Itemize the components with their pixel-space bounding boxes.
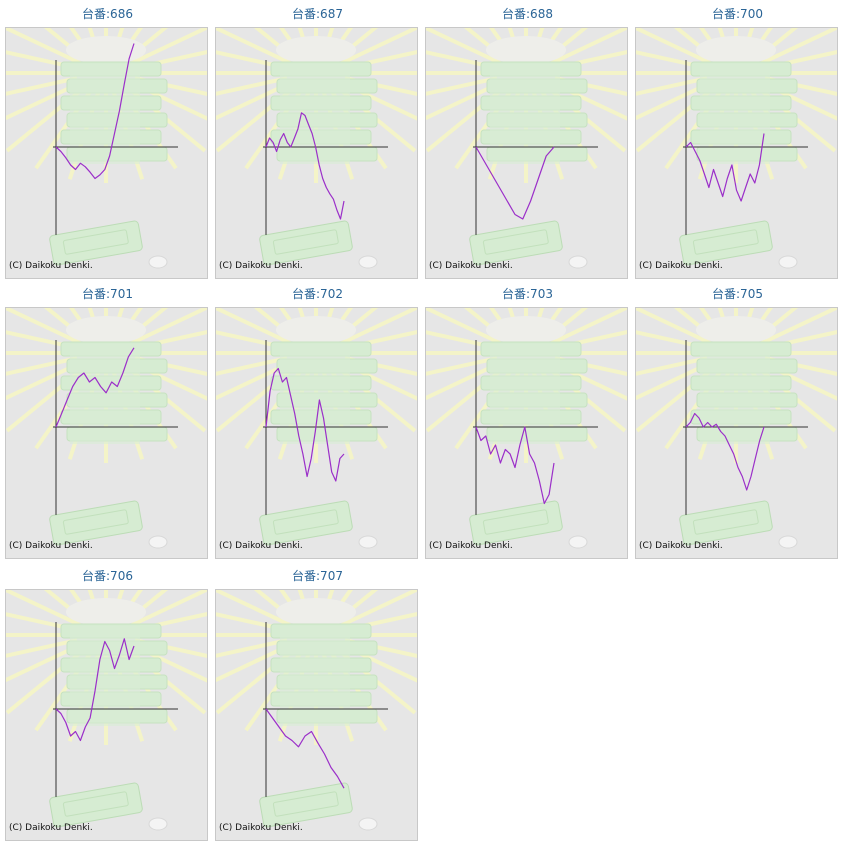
background-artwork <box>216 28 417 269</box>
chart-cell[interactable]: 台番:703 (C) Daikoku Denki. <box>425 284 630 559</box>
copyright-text: (C) Daikoku Denki. <box>219 261 303 271</box>
chart-title[interactable]: 台番:703 <box>502 287 553 301</box>
background-artwork <box>6 590 207 831</box>
chart-cell[interactable]: 台番:705 (C) Daikoku Denki. <box>635 284 840 559</box>
chart-svg <box>216 590 417 831</box>
chart-svg <box>6 28 207 269</box>
chart-title[interactable]: 台番:707 <box>292 569 343 583</box>
copyright-text: (C) Daikoku Denki. <box>219 823 303 833</box>
series-line <box>55 347 135 428</box>
copyright-text: (C) Daikoku Denki. <box>9 541 93 551</box>
copyright-text: (C) Daikoku Denki. <box>639 261 723 271</box>
chart-cell[interactable]: 台番:687 (C) Daikoku Denki. <box>215 4 420 279</box>
chart-panel: (C) Daikoku Denki. <box>5 589 208 841</box>
chart-svg <box>6 308 207 549</box>
chart-title[interactable]: 台番:688 <box>502 7 553 21</box>
copyright-text: (C) Daikoku Denki. <box>639 541 723 551</box>
chart-cell[interactable]: 台番:701 (C) Daikoku Denki. <box>5 284 210 559</box>
chart-panel: (C) Daikoku Denki. <box>425 307 628 559</box>
background-artwork <box>426 28 627 269</box>
chart-cell[interactable]: 台番:688 (C) Daikoku Denki. <box>425 4 630 279</box>
background-artwork <box>216 590 417 831</box>
chart-title[interactable]: 台番:706 <box>82 569 133 583</box>
background-artwork <box>636 28 837 269</box>
chart-title[interactable]: 台番:687 <box>292 7 343 21</box>
chart-svg <box>636 308 837 549</box>
background-artwork <box>426 308 627 549</box>
chart-cell[interactable]: 台番:707 (C) Daikoku Denki. <box>215 566 420 841</box>
chart-panel: (C) Daikoku Denki. <box>425 27 628 279</box>
chart-cell[interactable]: 台番:686 (C) Daikoku Denki. <box>5 4 210 279</box>
chart-panel: (C) Daikoku Denki. <box>5 27 208 279</box>
chart-panel: (C) Daikoku Denki. <box>635 307 838 559</box>
series-line <box>475 426 555 505</box>
series-line <box>475 146 555 220</box>
chart-title[interactable]: 台番:705 <box>712 287 763 301</box>
series-line <box>55 43 135 180</box>
chart-title[interactable]: 台番:701 <box>82 287 133 301</box>
series-line <box>685 133 765 202</box>
chart-svg <box>426 28 627 269</box>
series-line <box>265 708 345 789</box>
copyright-text: (C) Daikoku Denki. <box>9 823 93 833</box>
chart-cell[interactable]: 台番:702 (C) Daikoku Denki. <box>215 284 420 559</box>
series-line <box>265 367 345 482</box>
background-artwork <box>6 28 207 269</box>
series-line <box>685 412 765 491</box>
chart-svg <box>636 28 837 269</box>
chart-panel: (C) Daikoku Denki. <box>215 27 418 279</box>
chart-cell[interactable]: 台番:700 (C) Daikoku Denki. <box>635 4 840 279</box>
chart-title[interactable]: 台番:686 <box>82 7 133 21</box>
chart-svg <box>216 28 417 269</box>
chart-svg <box>216 308 417 549</box>
chart-svg <box>426 308 627 549</box>
chart-panel: (C) Daikoku Denki. <box>215 589 418 841</box>
chart-panel: (C) Daikoku Denki. <box>5 307 208 559</box>
chart-svg <box>6 590 207 831</box>
copyright-text: (C) Daikoku Denki. <box>219 541 303 551</box>
series-line <box>55 638 135 742</box>
copyright-text: (C) Daikoku Denki. <box>9 261 93 271</box>
chart-panel: (C) Daikoku Denki. <box>215 307 418 559</box>
background-artwork <box>216 308 417 549</box>
copyright-text: (C) Daikoku Denki. <box>429 541 513 551</box>
chart-title[interactable]: 台番:700 <box>712 7 763 21</box>
series-line <box>265 112 345 220</box>
background-artwork <box>6 308 207 549</box>
chart-cell[interactable]: 台番:706 (C) Daikoku Denki. <box>5 566 210 841</box>
chart-panel: (C) Daikoku Denki. <box>635 27 838 279</box>
background-artwork <box>636 308 837 549</box>
chart-title[interactable]: 台番:702 <box>292 287 343 301</box>
copyright-text: (C) Daikoku Denki. <box>429 261 513 271</box>
